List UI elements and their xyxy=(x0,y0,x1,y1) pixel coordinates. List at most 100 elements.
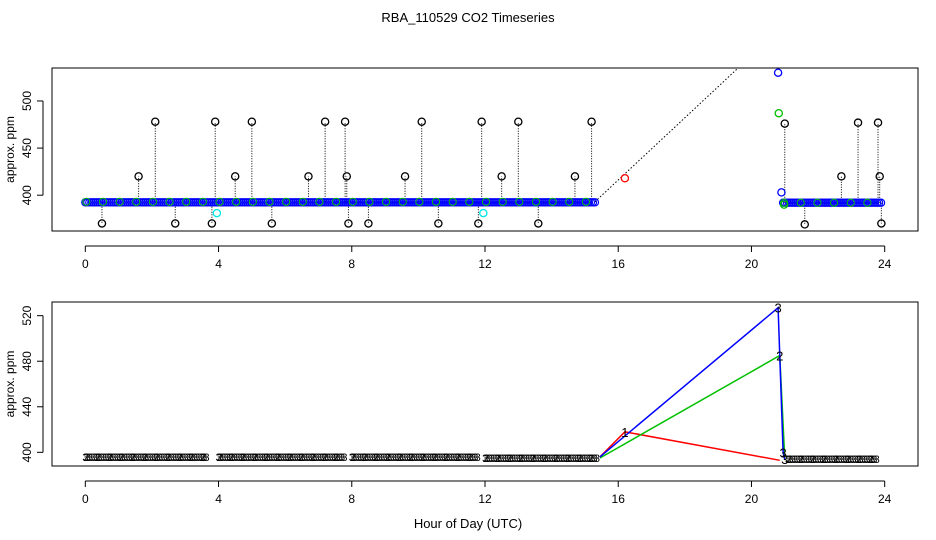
baseline-point: 3 xyxy=(138,452,144,464)
black-point xyxy=(97,219,107,228)
baseline-point: 3 xyxy=(327,452,333,464)
black-point xyxy=(344,219,353,228)
baseline-point: 3 xyxy=(157,452,163,464)
baseline-point: 3 xyxy=(806,454,812,466)
baseline-point: 3 xyxy=(176,452,182,464)
baseline-point: 3 xyxy=(409,452,415,464)
baseline-point: 3 xyxy=(463,452,469,464)
baseline-point: 3 xyxy=(582,453,588,465)
baseline-point: 2 xyxy=(188,452,194,464)
black-point xyxy=(340,117,350,126)
baseline-point: 3 xyxy=(594,453,600,465)
baseline-point: 3 xyxy=(864,454,870,466)
baseline-point: 3 xyxy=(804,454,810,466)
baseline-point: 3 xyxy=(360,452,366,464)
baseline-point: 3 xyxy=(229,452,235,464)
baseline-point: 3 xyxy=(304,452,310,464)
baseline-point xyxy=(98,197,108,206)
baseline-point: 3 xyxy=(131,452,137,464)
baseline-point: 3 xyxy=(262,452,268,464)
baseline-point: 2 xyxy=(275,452,281,464)
baseline-point xyxy=(265,197,274,206)
baseline-point: 2 xyxy=(350,452,356,464)
baseline-point: 3 xyxy=(517,453,523,465)
top-plot-area xyxy=(81,68,886,229)
baseline-point xyxy=(132,197,141,206)
baseline-point xyxy=(415,197,424,206)
baseline-point: 2 xyxy=(588,453,594,465)
baseline-point: 3 xyxy=(185,452,191,464)
baseline-point: 3 xyxy=(512,453,518,465)
baseline-point: 3 xyxy=(227,452,233,464)
baseline-point: 3 xyxy=(239,452,245,464)
gap-dotted-line xyxy=(594,68,739,203)
baseline-point: 3 xyxy=(494,453,500,465)
baseline-point: 3 xyxy=(848,454,854,466)
baseline-point: 3 xyxy=(869,454,875,466)
cyan-point xyxy=(212,208,222,218)
baseline-point: 3 xyxy=(232,452,238,464)
baseline-point: 3 xyxy=(316,452,322,464)
series-line-3 xyxy=(599,306,786,460)
baseline-point: 3 xyxy=(568,453,574,465)
baseline-point: 2 xyxy=(455,452,461,464)
bottom-y-tick-label: 440 xyxy=(20,396,34,416)
top-y-tick-label: 500 xyxy=(20,91,34,111)
baseline-point: 3 xyxy=(430,452,436,464)
baseline-point: 3 xyxy=(867,454,873,466)
baseline-point: 3 xyxy=(152,452,158,464)
baseline-point: 3 xyxy=(196,452,202,464)
baseline-point: 2 xyxy=(495,453,501,465)
baseline-point: 3 xyxy=(171,452,177,464)
black-point xyxy=(875,172,884,181)
baseline-point xyxy=(498,197,507,206)
baseline-point: 3 xyxy=(386,452,392,464)
baseline-point: 3 xyxy=(117,452,123,464)
baseline-point: 3 xyxy=(363,452,369,464)
baseline-point: 3 xyxy=(444,452,450,464)
top-x-tick-label: 4 xyxy=(215,257,222,271)
bottom-x-tick-label: 4 xyxy=(215,492,222,506)
baseline-point: 3 xyxy=(526,453,532,465)
baseline-point: 3 xyxy=(106,452,112,464)
baseline-point: 2 xyxy=(177,452,183,464)
baseline-point: 3 xyxy=(461,452,467,464)
baseline-point: 2 xyxy=(809,454,815,466)
black-point xyxy=(364,219,373,228)
baseline-point: 3 xyxy=(255,452,261,464)
baseline-point: 2 xyxy=(844,454,850,466)
baseline-point: 3 xyxy=(311,452,317,464)
baseline-point: 3 xyxy=(148,452,154,464)
baseline-point: 3 xyxy=(587,453,593,465)
baseline-point: 3 xyxy=(320,452,326,464)
baseline-point: 3 xyxy=(257,452,263,464)
baseline-point: 3 xyxy=(134,452,140,464)
baseline-point: 3 xyxy=(498,453,504,465)
black-point xyxy=(342,172,352,181)
baseline-point: 3 xyxy=(832,454,838,466)
baseline-point: 3 xyxy=(853,454,859,466)
baseline-point: 2 xyxy=(361,452,367,464)
baseline-point: 3 xyxy=(531,453,537,465)
baseline-point: 3 xyxy=(433,452,439,464)
baseline-point: 3 xyxy=(545,453,551,465)
top-y-tick-label: 400 xyxy=(20,185,34,205)
baseline-point: 3 xyxy=(281,452,287,464)
baseline-point: 3 xyxy=(309,452,315,464)
baseline-point: 3 xyxy=(836,454,842,466)
baseline-point: 3 xyxy=(103,452,109,464)
baseline-point: 3 xyxy=(437,452,443,464)
black-point xyxy=(267,219,277,228)
bottom-x-tick-label: 0 xyxy=(82,492,89,506)
baseline-point: 2 xyxy=(541,453,547,465)
baseline-point: 3 xyxy=(860,454,866,466)
baseline-point: 3 xyxy=(367,452,373,464)
baseline-point: 3 xyxy=(857,454,863,466)
baseline-point: 3 xyxy=(120,452,126,464)
baseline-point: 3 xyxy=(295,452,301,464)
top-x-tick-label: 24 xyxy=(878,257,892,271)
bottom-plot-frame xyxy=(51,301,919,467)
baseline-point: 2 xyxy=(286,452,292,464)
baseline-point: 2 xyxy=(216,452,222,464)
